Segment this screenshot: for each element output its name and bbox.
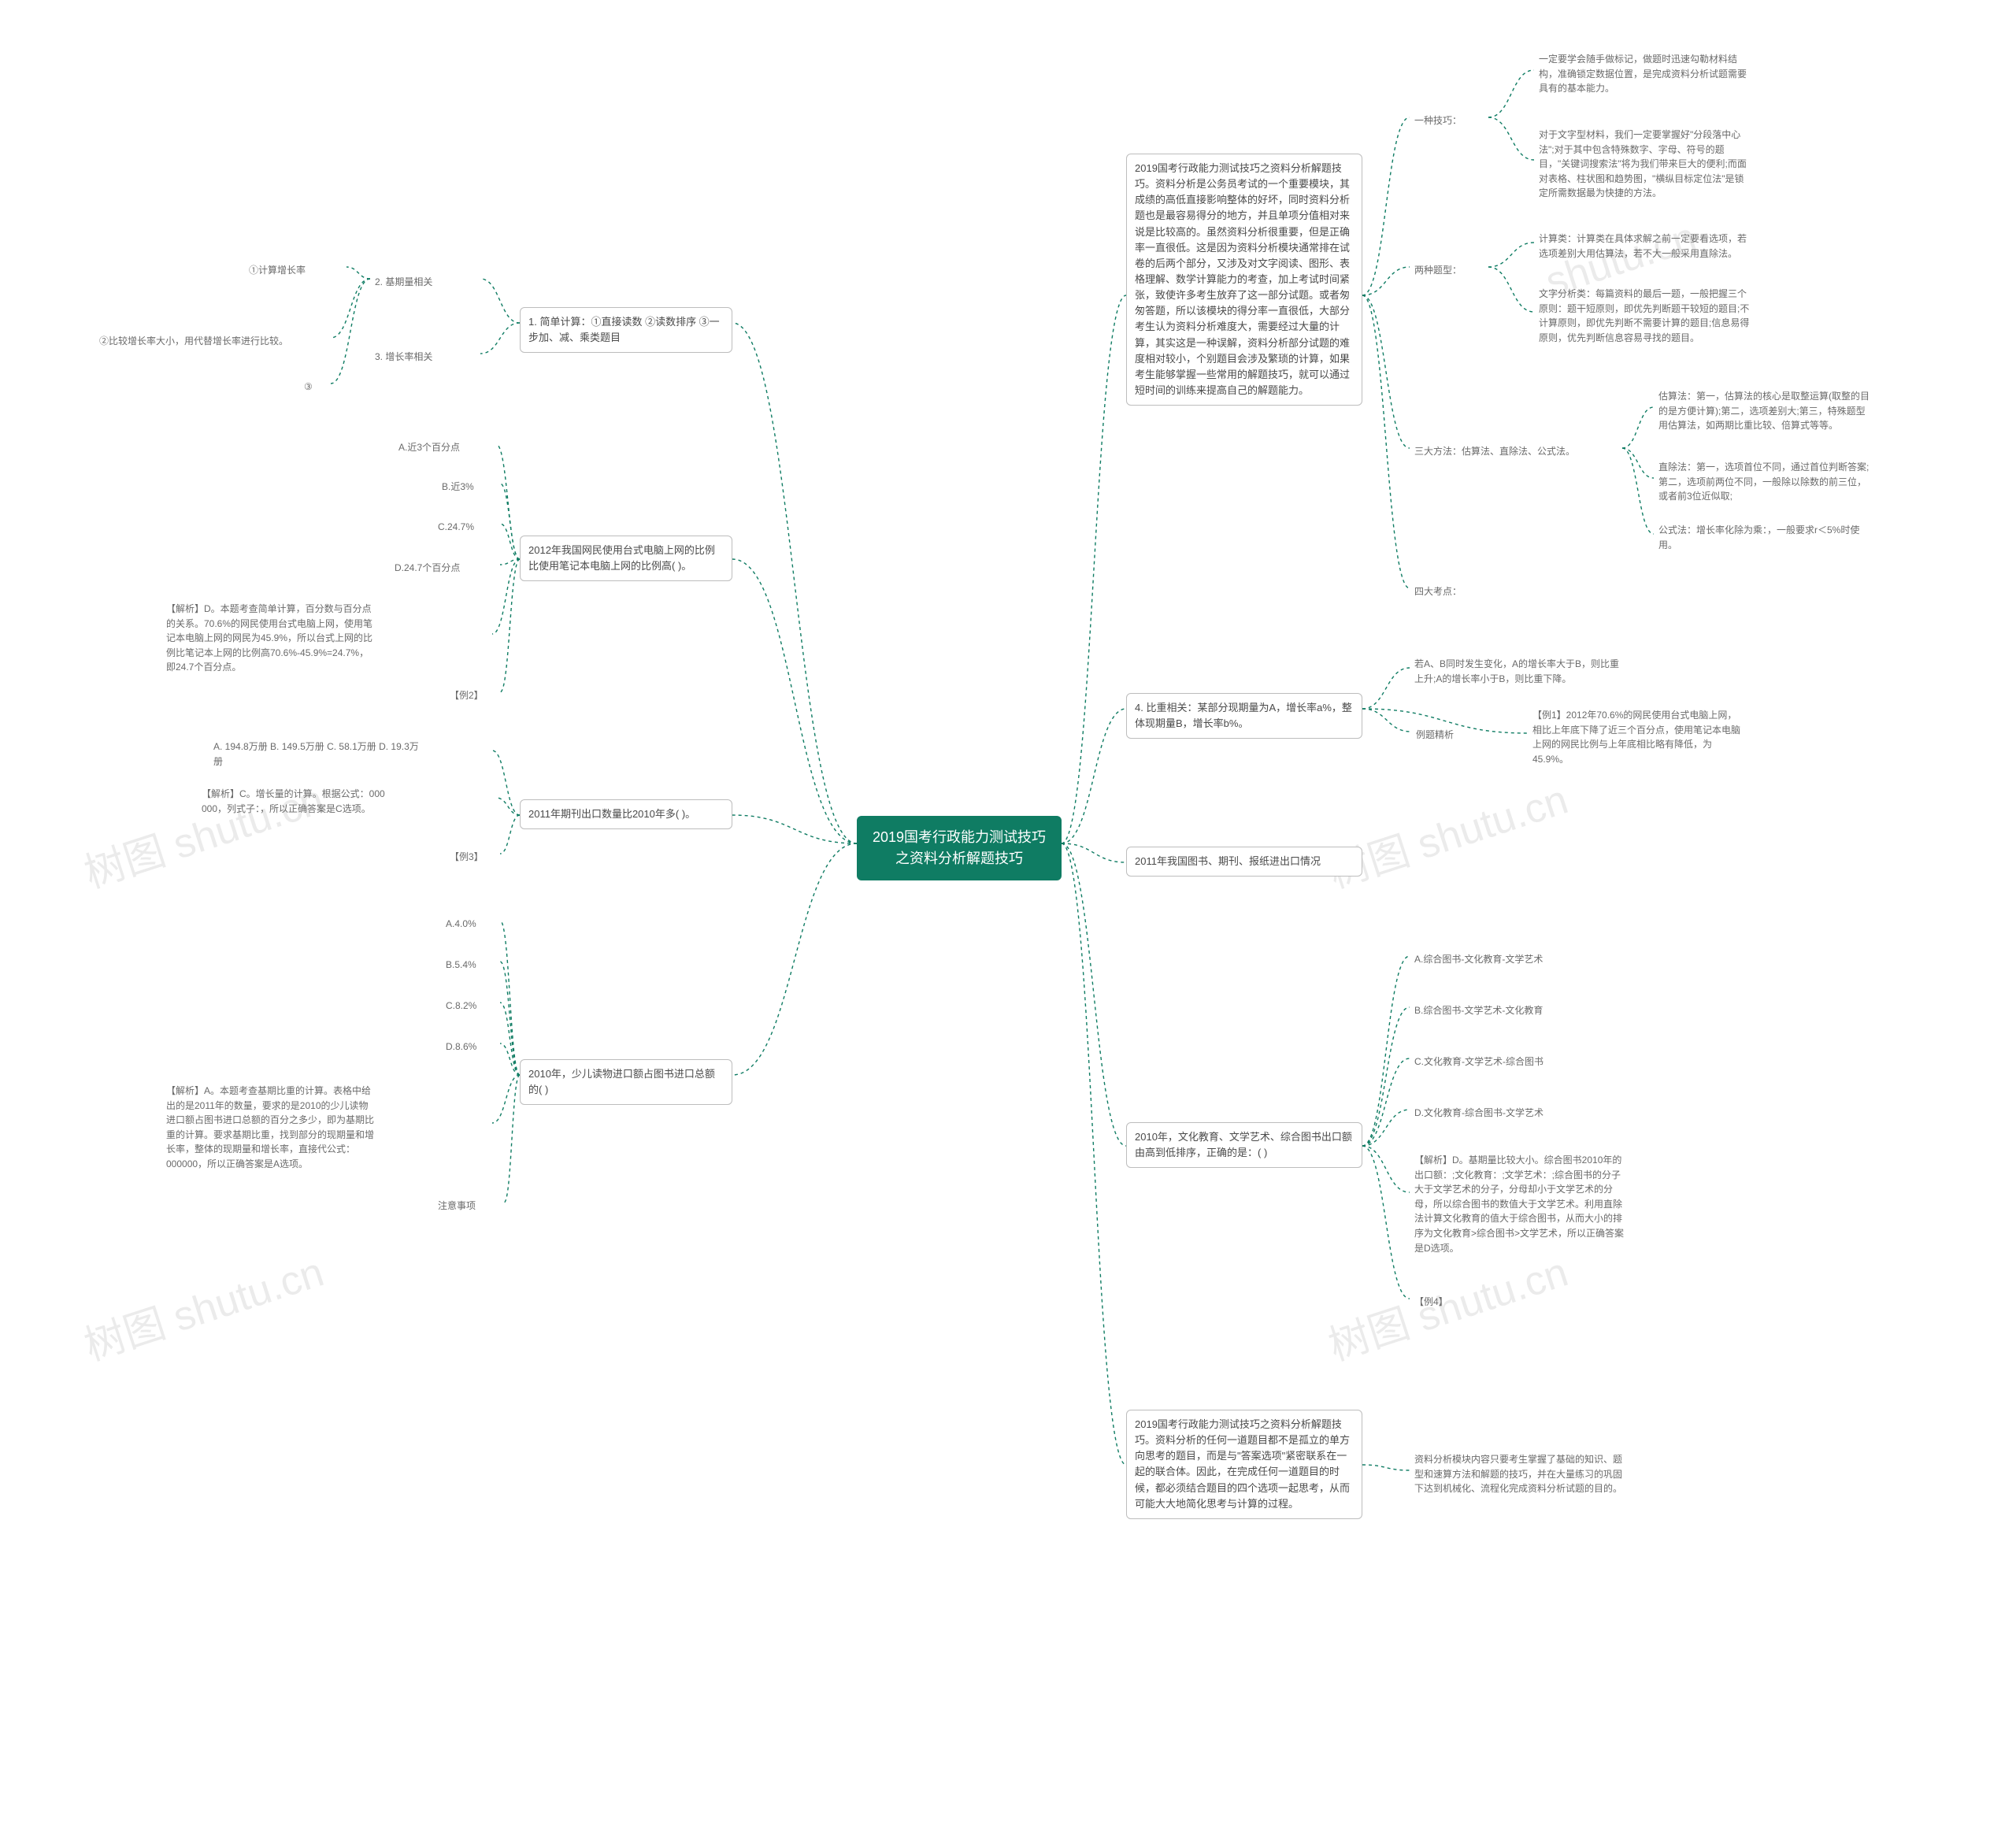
leaf-r2b1: 【例1】2012年70.6%的网民使用台式电脑上网，相比上年底下降了近三个百分点…: [1528, 705, 1748, 769]
leaf-r1b1: 计算类：计算类在具体求解之前一定要看选项，若选项差别大用估算法，若不大一般采用直…: [1534, 228, 1755, 264]
branch-l2: 2012年我国网民使用台式电脑上网的比例比使用笔记本电脑上网的比例高( )。: [520, 536, 732, 581]
leaf-r2b: 例题精析: [1411, 725, 1482, 746]
branch-r5: 2019国考行政能力测试技巧之资料分析解题技巧。资料分析的任何一道题目都不是孤立…: [1126, 1410, 1362, 1519]
leaf-r2a: 若A、B同时发生变化，A的增长率大于B，则比重上升;A的增长率小于B，则比重下降…: [1410, 654, 1630, 689]
leaf-l2d: D.24.7个百分点: [390, 558, 500, 579]
center-node: 2019国考行政能力测试技巧之资料分析解题技巧: [857, 816, 1062, 880]
leaf-r4a: A.综合图书-文化教育-文学艺术: [1410, 949, 1599, 970]
branch-l1: 1. 简单计算：①直接读数 ②读数排序 ③一步加、减、乘类题目: [520, 307, 732, 353]
leaf-l1b: 3. 增长率相关: [370, 347, 480, 368]
branch-r3: 2011年我国图书、期刊、报纸进出口情况: [1126, 847, 1362, 877]
leaf-l2f: 【例2】: [445, 685, 500, 706]
leaf-r1c2: 直除法：第一，选项首位不同，通过首位判断答案;第二，选项前两位不同，一般除以除数…: [1654, 457, 1874, 507]
leaf-r1c3: 公式法：增长率化除为乘：，一般要求r＜5%时使用。: [1654, 520, 1874, 555]
leaf-r4c: C.文化教育-文学艺术-综合图书: [1410, 1051, 1599, 1073]
branch-r4: 2010年，文化教育、文学艺术、综合图书出口额由高到低排序，正确的是：( ): [1126, 1122, 1362, 1168]
leaf-l3c: 【例3】: [445, 847, 500, 868]
leaf-l1a1: ①计算增长率: [244, 260, 346, 281]
leaf-r4e: 【解析】D。基期量比较大小。综合图书2010年的出口额：;文化教育：;文学艺术：…: [1410, 1150, 1630, 1258]
leaf-r1c1: 估算法：第一，估算法的核心是取整运算(取整的目的是方便计算);第二，选项差别大;…: [1654, 386, 1874, 436]
leaf-l2a: A.近3个百分点: [394, 437, 496, 458]
leaf-l4a: A.4.0%: [441, 914, 500, 935]
leaf-r4b: B.综合图书-文学艺术-文化教育: [1410, 1000, 1599, 1021]
branch-r1: 2019国考行政能力测试技巧之资料分析解题技巧。资料分析是公务员考试的一个重要模…: [1126, 154, 1362, 406]
leaf-r1b2: 文字分析类：每篇资料的最后一题，一般把握三个原则：题干短原则，即优先判断题干较短…: [1534, 284, 1755, 348]
leaf-l4e: 【解析】A。本题考查基期比重的计算。表格中给出的是2011年的数量，要求的是20…: [161, 1080, 382, 1175]
leaf-l4c: C.8.2%: [441, 995, 500, 1017]
branch-l4: 2010年，少儿读物进口额占图书进口总额的( ): [520, 1059, 732, 1105]
leaf-l2c: C.24.7%: [433, 517, 500, 538]
leaf-r1a1: 一定要学会随手做标记，做题时迅速勾勒材料结构，准确锁定数据位置，是完成资料分析试…: [1534, 49, 1755, 99]
leaf-r1a2: 对于文字型材料，我们一定要掌握好"分段落中心法";对于其中包含特殊数字、字母、符…: [1534, 124, 1755, 204]
leaf-r1d: 四大考点：: [1410, 581, 1488, 602]
leaf-l1a2: ②比较增长率大小，用代替增长率进行比较。: [94, 331, 315, 352]
leaf-l3b: 【解析】C。增长量的计算。根据公式：000 000，列式子：，所以正确答案是C选…: [197, 784, 417, 819]
leaf-r1a: 一种技巧：: [1410, 110, 1488, 132]
branch-r2: 4. 比重相关：某部分现期量为A，增长率a%，整体现期量B，增长率b%。: [1126, 693, 1362, 739]
leaf-r5a: 资料分析模块内容只要考生掌握了基础的知识、题型和速算方法和解题的技巧，并在大量练…: [1410, 1449, 1630, 1499]
leaf-l4f: 注意事项: [433, 1195, 504, 1217]
leaf-r1c: 三大方法：估算法、直除法、公式法。: [1410, 441, 1622, 462]
leaf-r1b: 两种题型：: [1410, 260, 1488, 281]
branch-l3: 2011年期刊出口数量比2010年多( )。: [520, 799, 732, 829]
leaf-l4b: B.5.4%: [441, 954, 500, 976]
leaf-l1a: 2. 基期量相关: [370, 272, 480, 293]
leaf-l4d: D.8.6%: [441, 1036, 500, 1058]
leaf-l2b: B.近3%: [437, 476, 500, 498]
leaf-l2e: 【解析】D。本题考查简单计算，百分数与百分点的关系。70.6%的网民使用台式电脑…: [161, 599, 382, 678]
leaf-r4d: D.文化教育-综合图书-文学艺术: [1410, 1103, 1599, 1124]
leaf-r4f: 【例4】: [1410, 1292, 1465, 1313]
leaf-l1a3: ③: [299, 376, 331, 398]
leaf-l3a: A. 194.8万册 B. 149.5万册 C. 58.1万册 D. 19.3万…: [209, 736, 429, 772]
